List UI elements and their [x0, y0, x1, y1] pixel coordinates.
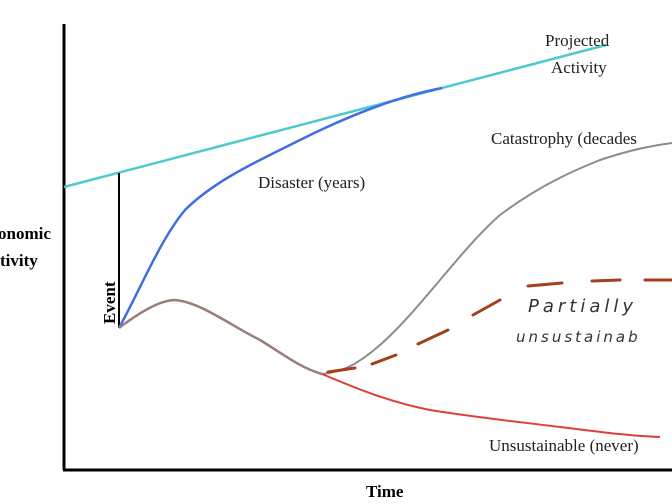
catastrophy-curve [321, 142, 672, 375]
unsustainable-curve [321, 373, 661, 438]
unsustainable-label: Unsustainable (never) [489, 436, 639, 455]
projected-activity-line [63, 43, 607, 189]
x-axis-label: Time [366, 482, 404, 501]
y-axis-label-2: tivity [0, 251, 38, 270]
shock-curve [118, 298, 323, 376]
projected-label-2: Activity [551, 58, 607, 77]
projected-label-1: Projected [545, 31, 610, 50]
partially-unsustainable-dashes [326, 278, 672, 374]
partial-label-2: unsustainab [516, 328, 641, 346]
event-label: Event [100, 281, 119, 324]
partial-label-1: Partially [528, 296, 637, 317]
disaster-curve [117, 86, 443, 329]
catastrophy-label: Catastrophy (decades [491, 129, 637, 148]
disaster-label: Disaster (years) [258, 173, 365, 192]
y-axis-label-1: onomic [0, 224, 51, 243]
